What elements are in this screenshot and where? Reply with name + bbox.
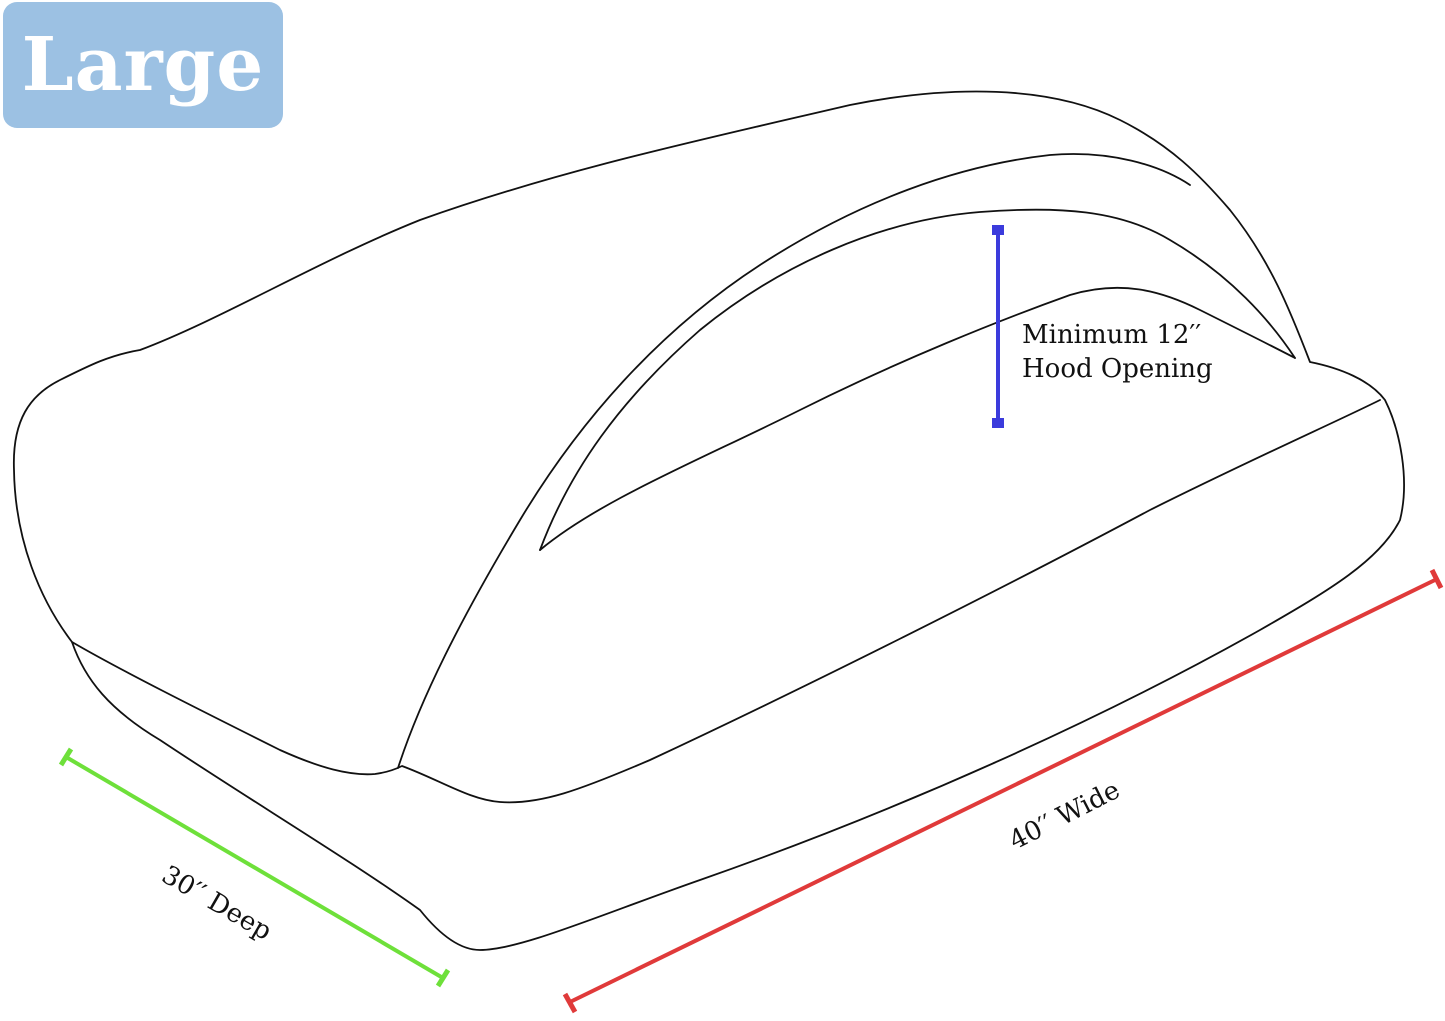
bed-outer-outline: [13, 90, 1405, 951]
size-badge: Large: [3, 2, 283, 128]
hood-label-line2: Hood Opening: [1022, 354, 1213, 384]
width-dimension-cap-end: [1429, 568, 1444, 590]
bed-outline: [13, 90, 1405, 951]
hood-dimension-cap-bottom: [992, 418, 1004, 428]
depth-dimension-cap-end: [435, 968, 451, 988]
hood-label-line1: Minimum 12′′: [1022, 320, 1201, 350]
size-badge-label: Large: [21, 22, 265, 108]
width-dimension-line: [569, 577, 1438, 1004]
hood-dimension-marker: Minimum 12′′ Hood Opening: [992, 225, 1213, 428]
width-dimension-cap-start: [562, 992, 578, 1014]
depth-label: 30′′ Deep: [157, 860, 277, 947]
bed-base-edge: [71, 399, 1381, 804]
hood-outer-arch: [397, 153, 1191, 769]
depth-dimension-cap-start: [58, 747, 74, 767]
width-label: 40′′ Wide: [1005, 775, 1125, 856]
hood-dimension-cap-top: [992, 225, 1004, 235]
depth-dimension-line: [64, 755, 445, 980]
hood-inner-arch: [539, 208, 1296, 551]
depth-dimension-marker: 30′′ Deep: [58, 747, 451, 988]
width-dimension-marker: 40′′ Wide: [562, 568, 1444, 1014]
